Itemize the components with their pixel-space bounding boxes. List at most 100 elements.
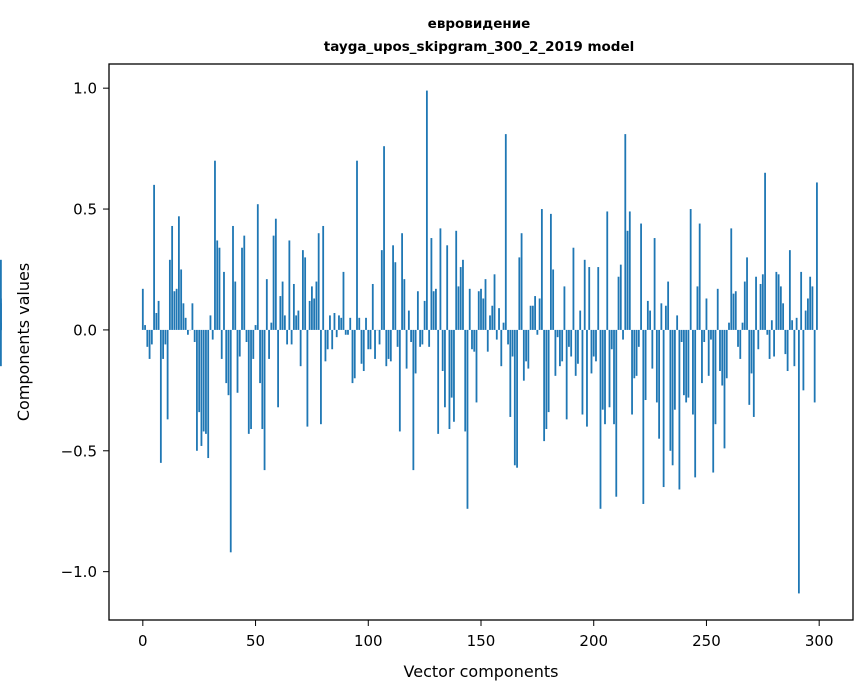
bar [141,288,144,330]
bar [173,291,176,330]
bar [453,329,455,422]
bar [619,264,622,330]
bar [651,329,654,369]
x-tick-label: 0 [138,632,148,650]
bar [281,281,284,330]
bar [198,329,201,413]
bar [340,317,343,330]
bar [301,250,304,330]
bar [457,286,460,330]
bar [804,310,807,330]
bar [295,315,298,330]
bar [721,329,724,386]
bar [292,283,295,330]
bar [0,259,2,330]
bar [308,300,311,330]
bar [468,288,471,330]
bar [705,298,708,330]
bar [748,329,751,405]
bar [432,291,435,330]
bar [752,329,755,417]
x-tick-label: 250 [692,632,721,650]
bar [274,218,277,330]
bar [516,329,518,468]
bar [369,329,372,350]
bar [299,329,302,367]
bar [768,329,771,359]
bar [331,329,334,350]
bar [214,160,216,330]
bar [642,329,645,504]
bar [435,288,437,330]
bar [389,329,392,362]
bar [525,329,527,362]
bar [617,276,620,330]
bar [788,250,791,330]
y-axis-ticks: −1.0 −0.5 0.0 0.5 1.0 [61,80,109,581]
bar [687,329,690,398]
bar [455,230,458,330]
bar [522,329,525,381]
bar [171,225,174,330]
bar [737,329,739,347]
bar [225,329,228,384]
bar [313,298,316,330]
bar [707,329,710,376]
bar [184,317,187,330]
bar [344,329,347,335]
bar [568,329,570,347]
bar [685,329,688,403]
bar [333,312,336,330]
bar [218,247,221,330]
bar [698,223,701,330]
bar [520,233,523,330]
bar [807,298,809,330]
bar [498,308,500,330]
bar [245,329,248,342]
bar [592,329,595,357]
bar [507,329,509,345]
bar [378,329,381,345]
bar [254,325,257,330]
bar [626,230,629,330]
bar [187,329,189,335]
bar [786,329,789,372]
bar [475,329,478,403]
bar [802,329,805,391]
bar [423,300,426,330]
bar [209,315,212,330]
bar [405,329,408,369]
bar [640,223,642,330]
bar [646,300,649,330]
bar [261,329,264,430]
bar [394,262,397,330]
bar [146,329,149,347]
bar [437,329,440,434]
bar [554,329,557,376]
bar [193,329,196,342]
bar [570,329,573,357]
bar [270,322,273,330]
bar [407,310,410,330]
bar [595,329,597,362]
bar [383,146,385,330]
bar [387,329,390,359]
bar [741,322,744,330]
bar [795,317,798,330]
bar [358,317,361,330]
bar [252,329,255,359]
bar [428,329,431,347]
bar [770,320,773,330]
bar [335,329,338,338]
bar [229,329,232,553]
bar [401,233,403,330]
bar [297,310,300,330]
bar [662,329,665,488]
bar [441,329,444,372]
bar [392,245,394,330]
bar [565,329,568,420]
bar [495,329,498,340]
bar [545,329,548,430]
bar [556,329,559,338]
